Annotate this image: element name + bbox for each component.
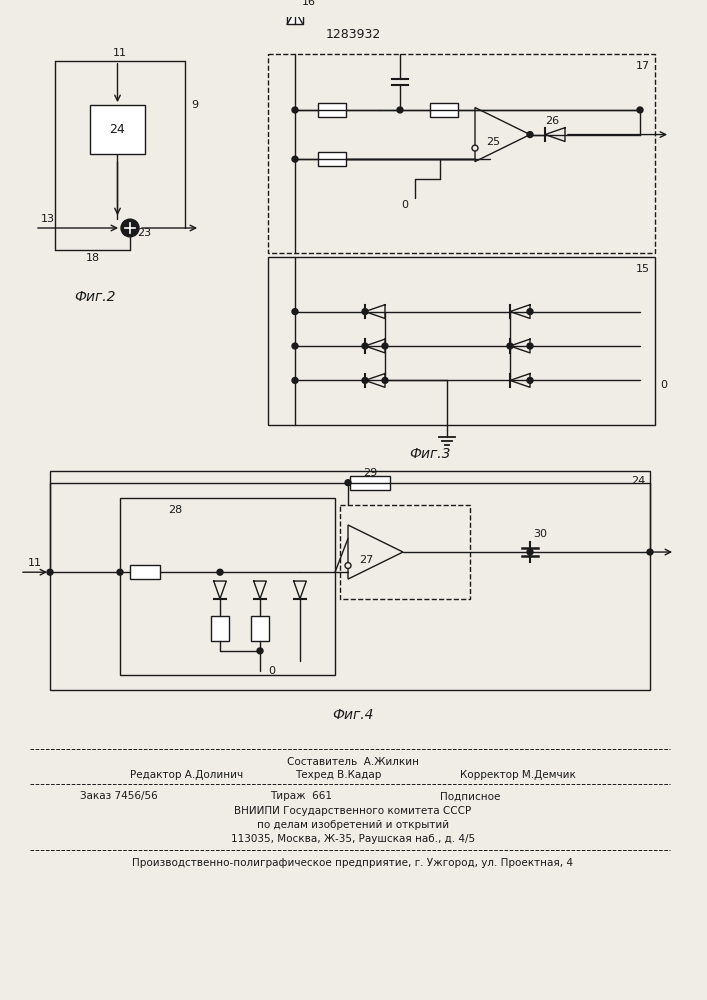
Text: 11: 11: [113, 48, 127, 58]
Bar: [120, 498, 335, 675]
Text: 0: 0: [268, 666, 275, 676]
Circle shape: [397, 107, 403, 113]
Circle shape: [47, 569, 53, 575]
Bar: [268, 54, 655, 253]
Text: 18: 18: [86, 253, 100, 263]
Bar: [350, 476, 390, 490]
Circle shape: [527, 309, 533, 315]
Bar: [90, 105, 145, 154]
Text: 26: 26: [545, 116, 559, 126]
Text: 15: 15: [636, 264, 650, 274]
Circle shape: [362, 309, 368, 315]
Circle shape: [292, 107, 298, 113]
Text: Редактор А.Долинич: Редактор А.Долинич: [130, 770, 243, 780]
Circle shape: [382, 377, 388, 383]
Text: 25: 25: [486, 137, 500, 147]
Circle shape: [527, 343, 533, 349]
Text: по делам изобретений и открытий: по делам изобретений и открытий: [257, 820, 449, 830]
Text: 28: 28: [168, 505, 182, 515]
Text: Техред В.Кадар: Техред В.Кадар: [295, 770, 381, 780]
Text: 17: 17: [636, 61, 650, 71]
Bar: [268, 257, 655, 425]
Text: 24: 24: [631, 476, 645, 486]
Circle shape: [507, 343, 513, 349]
Text: 16: 16: [302, 0, 316, 7]
Bar: [340, 505, 470, 599]
Text: 113035, Москва, Ж-35, Раушская наб., д. 4/5: 113035, Москва, Ж-35, Раушская наб., д. …: [231, 834, 475, 844]
Bar: [287, 0, 303, 24]
Circle shape: [647, 549, 653, 555]
Circle shape: [527, 377, 533, 383]
Circle shape: [217, 569, 223, 575]
Text: Корректор М.Демчик: Корректор М.Демчик: [460, 770, 576, 780]
Text: 13: 13: [41, 214, 55, 224]
Text: 27: 27: [359, 555, 373, 565]
Text: 24: 24: [110, 123, 125, 136]
Text: Заказ 7456/56: Заказ 7456/56: [80, 791, 158, 801]
Text: Тираж  661: Тираж 661: [270, 791, 332, 801]
Text: 9: 9: [192, 100, 199, 110]
Circle shape: [345, 480, 351, 486]
Text: 29: 29: [363, 468, 377, 478]
Text: Фиг.2: Фиг.2: [74, 290, 116, 304]
Text: Фиг.4: Фиг.4: [332, 708, 374, 722]
Bar: [130, 565, 160, 579]
Text: ВНИИПИ Государственного комитета СССР: ВНИИПИ Государственного комитета СССР: [235, 806, 472, 816]
Bar: [318, 103, 346, 117]
Text: 1283932: 1283932: [325, 28, 380, 41]
Circle shape: [472, 145, 478, 151]
Text: Подписное: Подписное: [440, 791, 501, 801]
Bar: [50, 471, 650, 690]
Circle shape: [292, 343, 298, 349]
Bar: [318, 152, 346, 166]
Circle shape: [527, 132, 533, 138]
Bar: [211, 616, 229, 641]
Circle shape: [637, 107, 643, 113]
Circle shape: [345, 563, 351, 569]
Text: 11: 11: [28, 558, 42, 568]
Text: Составитель  А.Жилкин: Составитель А.Жилкин: [287, 757, 419, 767]
Text: 0: 0: [402, 200, 409, 210]
Text: Фиг.3: Фиг.3: [409, 447, 451, 461]
Bar: [430, 103, 458, 117]
Text: 30: 30: [533, 529, 547, 539]
Circle shape: [292, 309, 298, 315]
Circle shape: [121, 219, 139, 237]
Text: 0: 0: [660, 380, 667, 390]
Bar: [251, 616, 269, 641]
Circle shape: [257, 648, 263, 654]
Circle shape: [292, 156, 298, 162]
Text: 23: 23: [137, 228, 151, 238]
Circle shape: [117, 569, 123, 575]
Circle shape: [382, 343, 388, 349]
Circle shape: [362, 343, 368, 349]
Circle shape: [362, 377, 368, 383]
Circle shape: [527, 549, 533, 555]
Circle shape: [292, 377, 298, 383]
Text: Производственно-полиграфическое предприятие, г. Ужгород, ул. Проектная, 4: Производственно-полиграфическое предприя…: [132, 858, 573, 868]
